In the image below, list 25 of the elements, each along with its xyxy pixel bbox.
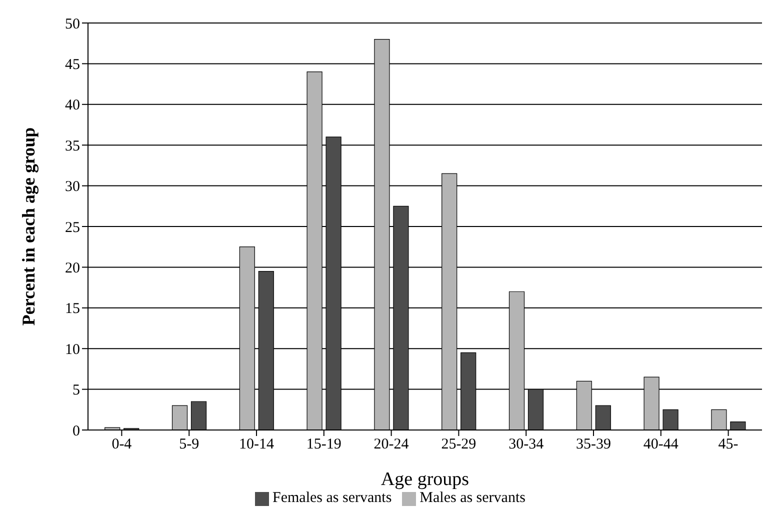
y-tick-label: 0 xyxy=(72,423,80,440)
x-tick-label: 15-19 xyxy=(306,436,342,453)
x-tick-label: 25-29 xyxy=(441,436,476,453)
x-tick-label: 0-4 xyxy=(112,436,132,453)
y-tick-label: 50 xyxy=(65,16,80,32)
y-tick-label: 20 xyxy=(65,260,80,277)
y-tick-label: 40 xyxy=(65,98,80,114)
legend-label: Females as servants xyxy=(272,490,392,506)
y-tick-label: 45 xyxy=(65,57,80,74)
legend-label: Males as servants xyxy=(420,490,526,506)
x-tick-label: 5-9 xyxy=(179,436,200,453)
x-tick-label: 40-44 xyxy=(643,436,679,453)
y-tick-label: 15 xyxy=(65,301,80,318)
x-axis-title: Age groups xyxy=(380,469,470,490)
y-tick-label: 35 xyxy=(65,138,80,154)
y-tick-label: 30 xyxy=(65,179,80,196)
x-tick-label: 10-14 xyxy=(239,436,274,453)
y-tick-label: 25 xyxy=(65,220,80,236)
y-axis-title: Percent in each age group xyxy=(18,127,38,326)
y-tick-label: 10 xyxy=(65,342,80,358)
x-tick-label: 45- xyxy=(718,436,738,453)
x-tick-label: 35-39 xyxy=(576,436,611,453)
x-tick-label: 20-24 xyxy=(374,436,410,453)
x-tick-label: 30-34 xyxy=(508,436,544,453)
y-tick-label: 5 xyxy=(72,382,80,399)
